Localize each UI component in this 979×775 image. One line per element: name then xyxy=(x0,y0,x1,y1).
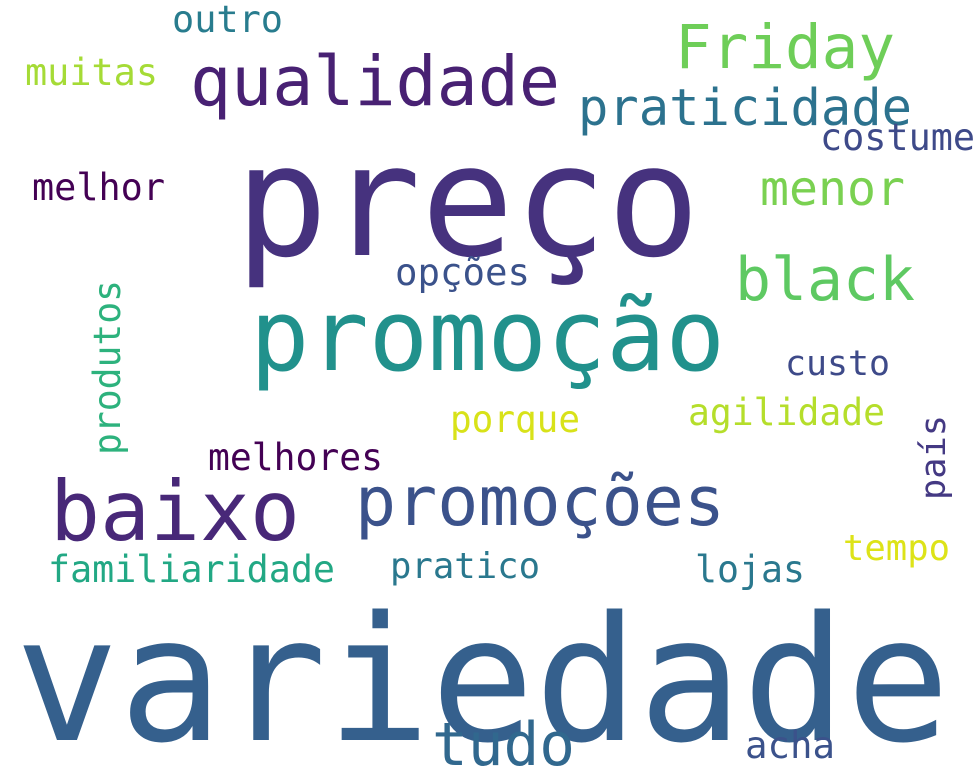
word: custo xyxy=(785,344,890,384)
word: baixo xyxy=(50,463,300,560)
word: familiaridade xyxy=(48,548,335,591)
word: promoção xyxy=(250,279,725,394)
word: acha xyxy=(745,724,835,767)
word: produtos xyxy=(86,280,129,455)
word: preço xyxy=(235,111,700,292)
word: muitas xyxy=(25,51,158,94)
word: menor xyxy=(760,161,905,217)
word: país xyxy=(914,415,954,500)
word: promoções xyxy=(355,462,725,542)
word: agilidade xyxy=(688,391,885,434)
word: melhores xyxy=(208,436,383,479)
word: opções xyxy=(395,251,530,294)
word: outro xyxy=(172,0,283,41)
word: costume xyxy=(820,116,975,159)
word: melhor xyxy=(32,166,165,209)
word: black xyxy=(735,245,915,315)
word: porque xyxy=(450,398,580,441)
word: lojas xyxy=(695,548,805,591)
word: tudo xyxy=(432,710,575,775)
word: pratico xyxy=(390,546,540,587)
word: Friday xyxy=(675,12,895,83)
word: tempo xyxy=(843,528,950,569)
word: praticidade xyxy=(578,79,912,138)
word: variedade xyxy=(15,579,950,775)
word: qualidade xyxy=(190,42,560,122)
